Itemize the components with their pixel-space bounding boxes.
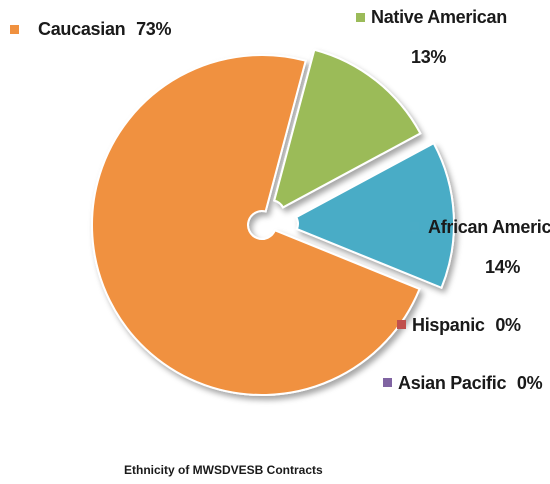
label-caucasian: Caucasian 73% xyxy=(38,19,171,39)
label-native-american-value: 13% xyxy=(411,47,446,67)
chart-caption: Ethnicity of MWSDVESB Contracts xyxy=(124,463,323,477)
label-asian-pacific-value: 0% xyxy=(517,373,543,393)
legend-marker-native-american xyxy=(356,13,365,22)
label-hispanic-value: 0% xyxy=(495,315,521,335)
label-native-american-name: Native American xyxy=(371,7,507,27)
label-hispanic-name: Hispanic xyxy=(412,315,485,335)
label-african-american-value: 14% xyxy=(485,257,520,277)
pie-slice-native-american xyxy=(273,48,422,209)
pie-slice-african-american xyxy=(294,141,455,290)
legend-marker-african-american xyxy=(410,222,419,231)
label-hispanic: Hispanic 0% xyxy=(412,315,521,335)
label-african-american-name: African American xyxy=(428,217,550,237)
legend-marker-hispanic xyxy=(397,320,406,329)
pie-slice-caucasian xyxy=(91,54,421,396)
label-caucasian-name: Caucasian xyxy=(38,19,125,39)
label-asian-pacific: Asian Pacific 0% xyxy=(398,373,543,393)
label-caucasian-value: 73% xyxy=(136,19,171,39)
label-asian-pacific-name: Asian Pacific xyxy=(398,373,506,393)
legend-marker-caucasian xyxy=(10,25,19,34)
legend-marker-asian-pacific xyxy=(383,378,392,387)
